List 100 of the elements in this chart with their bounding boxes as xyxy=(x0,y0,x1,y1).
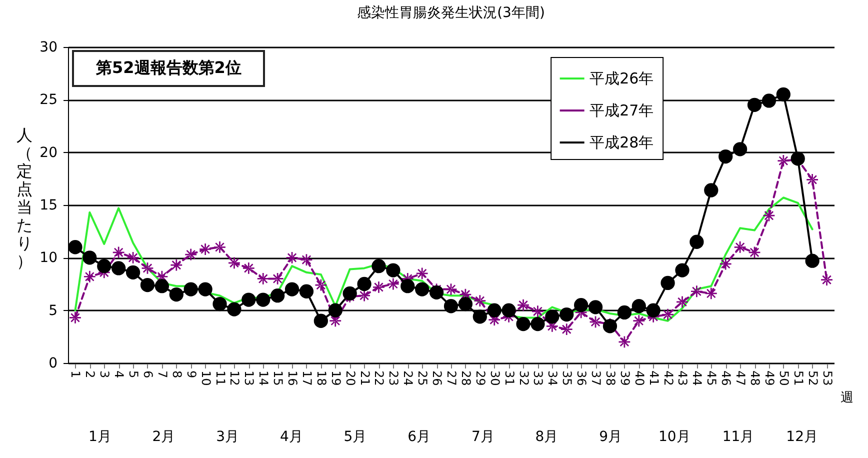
point xyxy=(778,155,790,166)
point xyxy=(256,292,270,307)
x-tick-label: 32 xyxy=(516,370,531,386)
point xyxy=(472,310,487,324)
text: 10月 xyxy=(658,429,690,445)
x-tick-label: 9 xyxy=(184,370,198,378)
point xyxy=(140,278,155,292)
point xyxy=(458,296,473,312)
x-tick-label: 12 xyxy=(228,370,242,386)
point xyxy=(142,262,154,274)
point xyxy=(170,259,182,271)
point xyxy=(602,319,618,334)
text: 5月 xyxy=(344,429,367,445)
x-tick-label: 25 xyxy=(416,370,430,386)
point xyxy=(84,270,96,282)
x-tick-label: 31 xyxy=(502,370,516,386)
point xyxy=(720,258,732,270)
point xyxy=(70,312,81,324)
x-tick-label: 42 xyxy=(661,370,676,386)
text: 9月 xyxy=(599,429,622,445)
point xyxy=(270,288,285,303)
x-tick-label: 28 xyxy=(458,370,473,386)
x-tick-label: 27 xyxy=(444,370,458,386)
text: 4月 xyxy=(280,429,303,445)
point xyxy=(82,250,97,265)
x-tick-label: 10 xyxy=(198,370,213,386)
point xyxy=(214,241,226,253)
point xyxy=(530,316,545,332)
x-tick-label: 17 xyxy=(300,370,314,386)
legend-label: 平成27年 xyxy=(590,102,654,120)
x-tick-label: 30 xyxy=(488,370,502,386)
point xyxy=(704,183,718,198)
point xyxy=(97,259,112,274)
point xyxy=(328,303,342,318)
point xyxy=(358,290,370,302)
point xyxy=(444,299,458,314)
point xyxy=(415,282,430,296)
text: 8月 xyxy=(535,429,558,445)
annotation: 第52週報告数第2位 xyxy=(72,50,266,87)
point xyxy=(776,87,790,102)
legend-label: 平成28年 xyxy=(590,134,654,152)
x-tick-label: 11 xyxy=(213,370,228,386)
x-tick-label: 50 xyxy=(776,370,791,386)
x-tick-label: 8 xyxy=(170,370,184,378)
point xyxy=(747,98,762,112)
x-tick-label: 34 xyxy=(546,370,560,386)
x-tick-label: 41 xyxy=(646,370,661,386)
point xyxy=(618,336,630,348)
x-tick-label: 21 xyxy=(358,370,372,386)
point xyxy=(185,248,197,260)
point xyxy=(675,263,690,278)
x-tick-label: 2 xyxy=(83,370,98,378)
point xyxy=(646,303,660,318)
point xyxy=(386,263,400,278)
x-tick-label: 20 xyxy=(343,370,358,386)
y-tick-label: 10 xyxy=(40,250,58,266)
point xyxy=(617,305,632,320)
x-tick-label: 19 xyxy=(328,370,343,386)
x-tick-label: 45 xyxy=(704,370,719,386)
point xyxy=(228,257,240,269)
x-axis-title: 週 xyxy=(840,390,854,406)
point xyxy=(184,282,198,296)
x-tick-label: 53 xyxy=(820,370,834,386)
point xyxy=(660,276,675,290)
point xyxy=(227,302,242,316)
y-axis-title: 人（定点当たり） xyxy=(16,126,32,270)
point xyxy=(502,303,516,318)
point xyxy=(662,308,674,320)
point xyxy=(372,259,386,274)
point xyxy=(532,306,544,318)
point xyxy=(690,234,704,249)
x-tick-label: 38 xyxy=(603,370,618,386)
x-tick-label: 47 xyxy=(734,370,748,386)
point xyxy=(805,254,820,268)
point xyxy=(387,278,399,290)
point xyxy=(198,282,212,296)
x-tick-label: 15 xyxy=(271,370,286,386)
point xyxy=(400,279,415,294)
point xyxy=(676,296,688,308)
x-tick-label: 6 xyxy=(140,370,155,378)
point xyxy=(718,149,733,164)
point xyxy=(169,287,184,302)
text: 2月 xyxy=(152,429,176,445)
point xyxy=(242,262,254,274)
point xyxy=(588,300,603,314)
y-tick-label: 25 xyxy=(40,92,58,108)
x-tick-label: 29 xyxy=(473,370,488,386)
x-tick-label: 1 xyxy=(68,370,83,378)
x-tick-label: 48 xyxy=(748,370,762,386)
chart-title: 感染性胃腸炎発生状況(3年間) xyxy=(357,5,545,21)
point xyxy=(315,279,327,291)
point xyxy=(487,303,502,318)
point xyxy=(286,252,298,264)
text: 12月 xyxy=(786,429,818,445)
point xyxy=(314,314,328,328)
point xyxy=(342,286,357,301)
point xyxy=(690,286,702,298)
point xyxy=(474,295,486,307)
x-tick-label: 22 xyxy=(372,370,386,386)
point xyxy=(127,252,139,264)
